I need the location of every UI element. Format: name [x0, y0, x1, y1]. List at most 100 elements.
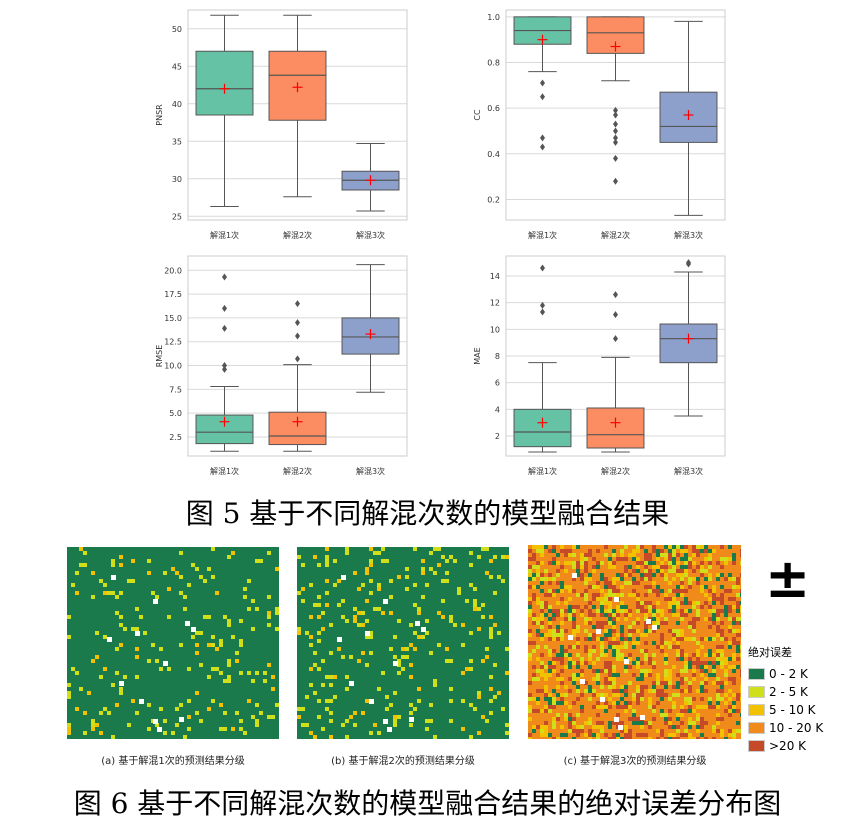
map-cell: [321, 627, 325, 631]
map-cell: [672, 561, 676, 565]
map-cell: [341, 615, 345, 619]
map-cell: [668, 605, 672, 609]
map-cell: [684, 637, 688, 641]
plot-frame: [187, 9, 408, 221]
map-cell: [668, 545, 672, 549]
map-cell: [309, 635, 313, 639]
map-cell: [183, 607, 187, 611]
map-cell: [680, 629, 684, 633]
map-cell: [676, 657, 680, 661]
map-cell: [660, 697, 664, 701]
map-cell: [688, 625, 692, 629]
map-cell: [556, 653, 560, 657]
map-cell: [656, 645, 660, 649]
map-cell: [676, 629, 680, 633]
map-cell: [612, 589, 616, 593]
map-cell: [580, 593, 584, 597]
map-cell: [712, 609, 716, 613]
map-cell: [552, 717, 556, 721]
map-cell: [568, 613, 572, 617]
map-cell: [441, 615, 445, 619]
map-cell: [688, 661, 692, 665]
map-cell: [572, 661, 576, 665]
map-cell: [612, 613, 616, 617]
map-cell: [712, 593, 716, 597]
map-cell: [540, 653, 544, 657]
map-cell: [620, 553, 624, 557]
map-cell: [313, 663, 317, 667]
map-cell: [680, 669, 684, 673]
map-cell: [608, 685, 612, 689]
map-cell: [540, 661, 544, 665]
map-cell: [580, 661, 584, 665]
map-cell: [588, 649, 592, 653]
map-cell: [632, 709, 636, 713]
map-cell: [481, 603, 485, 607]
map-cell: [131, 627, 135, 631]
map-cell: [361, 651, 365, 655]
map-cell: [736, 617, 740, 621]
map-cell: [740, 653, 741, 657]
map-cell: [568, 713, 572, 717]
map-cell: [365, 571, 369, 575]
map-cell: [616, 605, 620, 609]
map-cell: [660, 713, 664, 717]
outlier-point: [613, 154, 618, 162]
map-cell: [95, 631, 99, 635]
map-cell: [540, 589, 544, 593]
map-cell: [656, 557, 660, 561]
map-cell: [624, 729, 628, 733]
map-cell: [728, 729, 732, 733]
map-cell: [413, 603, 417, 607]
map-cell: [385, 559, 389, 563]
map-cell: [728, 573, 732, 577]
map-cell: [441, 555, 445, 559]
outlier-point: [540, 143, 545, 151]
map-cell: [720, 649, 724, 653]
map-cell: [660, 733, 664, 737]
map-cell: [163, 571, 167, 575]
map-cell: [505, 671, 509, 675]
nodata-cell: [614, 597, 619, 602]
map-cell: [692, 549, 696, 553]
map-cell: [696, 661, 700, 665]
map-cell: [179, 591, 183, 595]
map-cell: [680, 585, 684, 589]
map-cell: [688, 733, 692, 737]
map-cell: [552, 665, 556, 669]
map-cell: [259, 559, 263, 563]
map-cell: [560, 609, 564, 613]
map-cell: [477, 695, 481, 699]
y-axis-label: CC: [473, 109, 482, 121]
x-tick-label: 解混2次: [601, 230, 630, 240]
map-cell: [708, 661, 712, 665]
map-cell: [728, 713, 732, 717]
map-cell: [652, 617, 656, 621]
map-cell: [740, 713, 741, 717]
map-cell: [568, 553, 572, 557]
map-cell: [740, 561, 741, 565]
map-cell: [736, 657, 740, 661]
map-cell: [672, 705, 676, 709]
map-cell: [309, 583, 313, 587]
map-cell: [620, 609, 624, 613]
map-cell: [540, 617, 544, 621]
map-cell: [544, 613, 548, 617]
map-cell: [309, 731, 313, 735]
map-cell: [716, 729, 720, 733]
map-cell: [740, 645, 741, 649]
map-cell: [672, 637, 676, 641]
map-cell: [720, 645, 724, 649]
map-cell: [325, 675, 329, 679]
map-cell: [325, 555, 329, 559]
map-cell: [628, 625, 632, 629]
map-cell: [67, 731, 71, 735]
map-cell: [636, 637, 640, 641]
map-cell: [604, 609, 608, 613]
map-cell: [119, 687, 123, 691]
map-cell: [660, 649, 664, 653]
map-cell: [572, 701, 576, 705]
map-cell: [425, 631, 429, 635]
map-cell: [700, 669, 704, 673]
map-cell: [267, 595, 271, 599]
